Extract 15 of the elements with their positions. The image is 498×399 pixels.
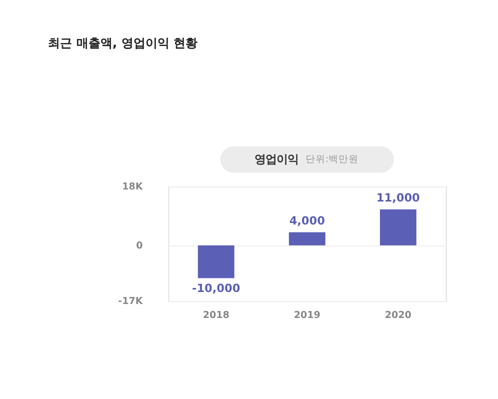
- bar: [198, 245, 234, 278]
- data-label: 4,000: [289, 214, 326, 228]
- data-label: -10,000: [192, 282, 240, 295]
- y-tick-label: 0: [136, 240, 144, 252]
- bar: [380, 209, 416, 246]
- x-tick-label: 2019: [294, 310, 321, 321]
- data-label: 11,000: [376, 192, 420, 205]
- chart-title: 최근 매출액, 영업이익 현황: [48, 36, 198, 50]
- bar: [288, 232, 326, 246]
- y-tick-label: -17K: [118, 296, 144, 308]
- text: 단위:백만원: [305, 154, 359, 166]
- x-tick-label: 2018: [202, 310, 230, 321]
- x-tick-label: 2020: [384, 310, 412, 321]
- chart-subtitle: 영업이익: [254, 153, 298, 166]
- y-tick-label: 18K: [122, 182, 144, 192]
